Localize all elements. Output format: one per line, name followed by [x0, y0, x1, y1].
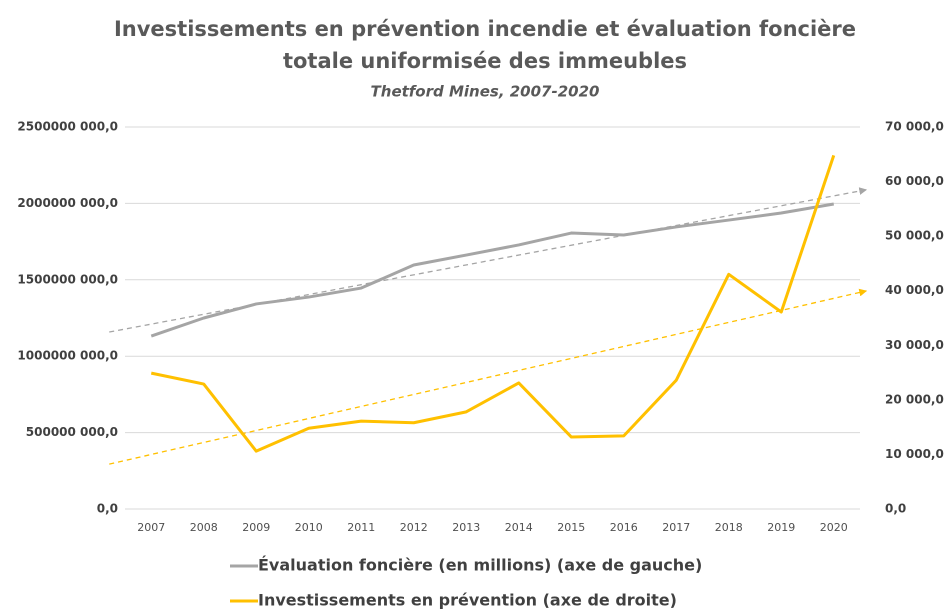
x-tick-label: 2011	[347, 521, 375, 534]
trendline	[109, 288, 868, 465]
y-tick-label: 2500000 000,0	[17, 120, 118, 134]
y2-tick-label: 10 000,0	[885, 447, 944, 461]
x-tick-label: 2013	[452, 521, 480, 534]
x-tick-label: 2015	[557, 521, 585, 534]
series-line	[150, 154, 836, 453]
y-tick-label: 500000 000,0	[26, 425, 118, 439]
series-line	[150, 202, 835, 338]
chart-title: totale uniformisée des immeubles	[283, 49, 687, 73]
y2-tick-label: 20 000,0	[885, 392, 944, 406]
x-tick-label: 2018	[715, 521, 743, 534]
y2-tick-label: 0,0	[885, 502, 906, 516]
x-tick-label: 2020	[820, 521, 848, 534]
x-tick-label: 2010	[295, 521, 323, 534]
legend-label: Évaluation foncière (en millions) (axe d…	[258, 556, 702, 575]
y-tick-label: 2000000 000,0	[17, 196, 118, 210]
y-tick-label: 1500000 000,0	[17, 272, 118, 286]
x-tick-label: 2009	[242, 521, 270, 534]
trendline	[109, 187, 868, 333]
x-tick-label: 2012	[400, 521, 428, 534]
chart-subtitle: Thetford Mines, 2007-2020	[371, 83, 600, 101]
y2-tick-label: 40 000,0	[885, 283, 944, 297]
y-tick-label: 0,0	[97, 502, 118, 516]
x-tick-label: 2016	[610, 521, 638, 534]
x-tick-label: 2014	[505, 521, 533, 534]
y2-tick-label: 50 000,0	[885, 229, 944, 243]
y2-tick-label: 30 000,0	[885, 338, 944, 352]
chart-title: Investissements en prévention incendie e…	[114, 17, 856, 41]
x-tick-label: 2017	[662, 521, 690, 534]
x-tick-label: 2007	[137, 521, 165, 534]
legend-label: Investissements en prévention (axe de dr…	[258, 591, 677, 610]
y2-tick-label: 70 000,0	[885, 120, 944, 134]
y2-tick-label: 60 000,0	[885, 174, 944, 188]
x-tick-label: 2019	[767, 521, 795, 534]
y-tick-label: 1000000 000,0	[17, 349, 118, 363]
x-tick-label: 2008	[190, 521, 218, 534]
